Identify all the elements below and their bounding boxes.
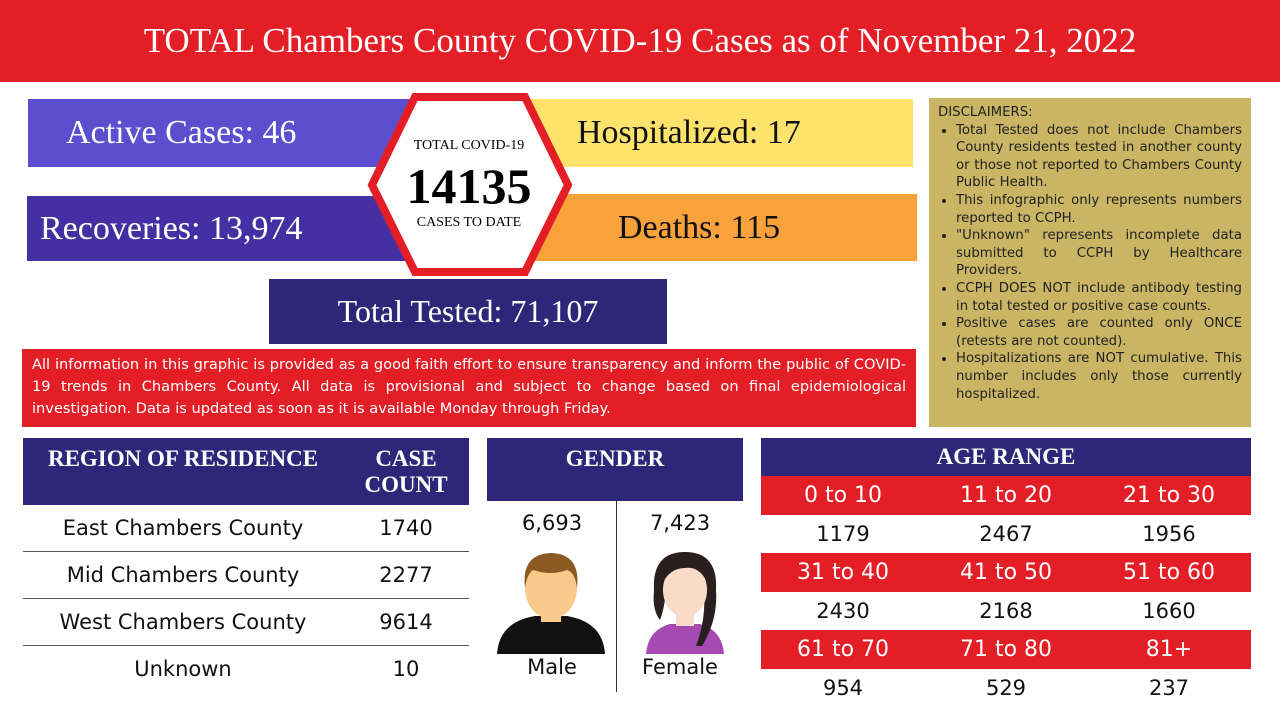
title: TOTAL Chambers County COVID-19 Cases as …: [143, 21, 1137, 60]
recoveries-box: Recoveries: 13,974: [27, 196, 410, 261]
age-count: 529: [985, 676, 1027, 700]
region-name: East Chambers County: [62, 516, 304, 540]
disclaimers-title: DISCLAIMERS:: [938, 105, 1033, 120]
notice: All information in this graphic is provi…: [22, 349, 916, 427]
row-divider: [23, 551, 469, 552]
region-name: West Chambers County: [59, 610, 307, 634]
male-label: Male: [527, 655, 577, 679]
deaths: Deaths: 115: [618, 208, 781, 246]
gender-header: GENDER: [487, 438, 743, 501]
age-range: 61 to 70: [796, 637, 890, 662]
disclaimer-item: Positive cases are counted only ONCE (re…: [956, 315, 1242, 350]
age-range: 51 to 60: [1122, 560, 1216, 585]
age-count: 1956: [1142, 522, 1196, 546]
age-range: 0 to 10: [803, 483, 883, 508]
tested-box: Total Tested: 71,107: [269, 279, 667, 344]
region-count: 10: [392, 657, 420, 681]
age-range: 71 to 80: [959, 637, 1053, 662]
active-cases: Active Cases: 46: [66, 114, 297, 151]
hexagon: [367, 93, 573, 276]
age-range: 21 to 30: [1122, 483, 1216, 508]
region-count: 1740: [379, 516, 433, 540]
age-band: [761, 476, 1251, 515]
age-title: AGE RANGE: [936, 444, 1076, 469]
hexagon-shape: [367, 93, 573, 276]
age-count: 1179: [816, 522, 870, 546]
male-icon: [497, 553, 605, 654]
row-divider: [23, 645, 469, 646]
female-count: 7,423: [649, 511, 711, 535]
header: TOTAL Chambers County COVID-19 Cases as …: [0, 0, 1280, 82]
age-count: 237: [1148, 676, 1190, 700]
region-count: 2277: [379, 563, 433, 587]
age-range: 31 to 40: [796, 560, 890, 585]
age-count: 2430: [816, 599, 870, 623]
disclaimer-item: This infographic only represents numbers…: [956, 192, 1242, 227]
hospitalized: Hospitalized: 17: [577, 114, 801, 151]
active-box: Active Cases: 46: [28, 99, 410, 167]
age-band: [761, 553, 1251, 592]
age-count: 2168: [979, 599, 1033, 623]
recoveries: Recoveries: 13,974: [40, 209, 303, 247]
disclaimer-list: Total Tested does not include Chambers C…: [938, 122, 1242, 404]
region-name: Unknown: [134, 657, 232, 681]
age-range: 11 to 20: [959, 483, 1053, 508]
gender-title: GENDER: [565, 446, 665, 471]
age-count: 1660: [1142, 599, 1196, 623]
row-divider: [23, 598, 469, 599]
count-header-cell: CASE COUNT: [364, 446, 448, 498]
region-header-cell: REGION OF RESIDENCE: [47, 446, 319, 471]
deaths-box: Deaths: 115: [530, 194, 917, 261]
age-header: AGE RANGE: [761, 438, 1251, 476]
hospitalized-box: Hospitalized: 17: [525, 99, 913, 167]
female-icon: [646, 552, 724, 654]
total-label-top: TOTAL COVID-19: [413, 138, 525, 153]
total-tested: Total Tested: 71,107: [337, 293, 599, 329]
age-range: 81+: [1145, 637, 1193, 662]
region-name: Mid Chambers County: [66, 563, 300, 587]
age-count: 2467: [979, 522, 1033, 546]
gender-divider: [616, 501, 617, 692]
disclaimers: DISCLAIMERS: Total Tested does not inclu…: [929, 98, 1251, 427]
total-value: 14135: [406, 158, 532, 214]
region-count: 9614: [379, 610, 433, 634]
region-header: REGION OF RESIDENCE CASE COUNT: [23, 438, 469, 505]
female-label: Female: [642, 655, 718, 679]
male-count: 6,693: [521, 511, 583, 535]
disclaimer-item: CCPH DOES NOT include antibody testing i…: [956, 280, 1242, 315]
age-range: 41 to 50: [959, 560, 1053, 585]
disclaimer-item: Total Tested does not include Chambers C…: [956, 122, 1242, 192]
disclaimer-item: "Unknown" represents incomplete data sub…: [956, 227, 1242, 280]
age-band: [761, 630, 1251, 669]
disclaimer-item: Hospitalizations are NOT cumulative. Thi…: [956, 350, 1242, 403]
total-label-bottom: CASES TO DATE: [416, 215, 522, 230]
age-count: 954: [822, 676, 864, 700]
